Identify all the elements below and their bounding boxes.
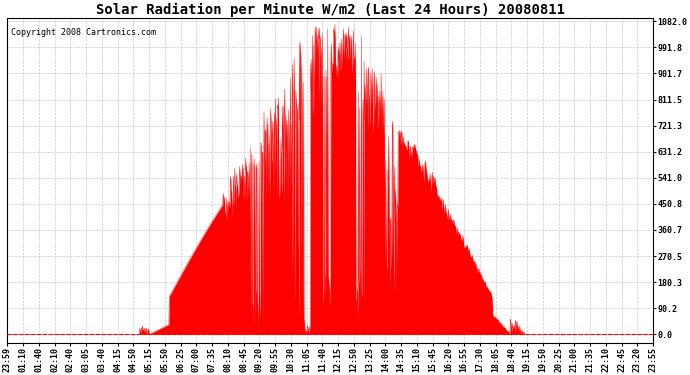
Title: Solar Radiation per Minute W/m2 (Last 24 Hours) 20080811: Solar Radiation per Minute W/m2 (Last 24… (96, 3, 564, 17)
Text: Copyright 2008 Cartronics.com: Copyright 2008 Cartronics.com (10, 28, 155, 37)
